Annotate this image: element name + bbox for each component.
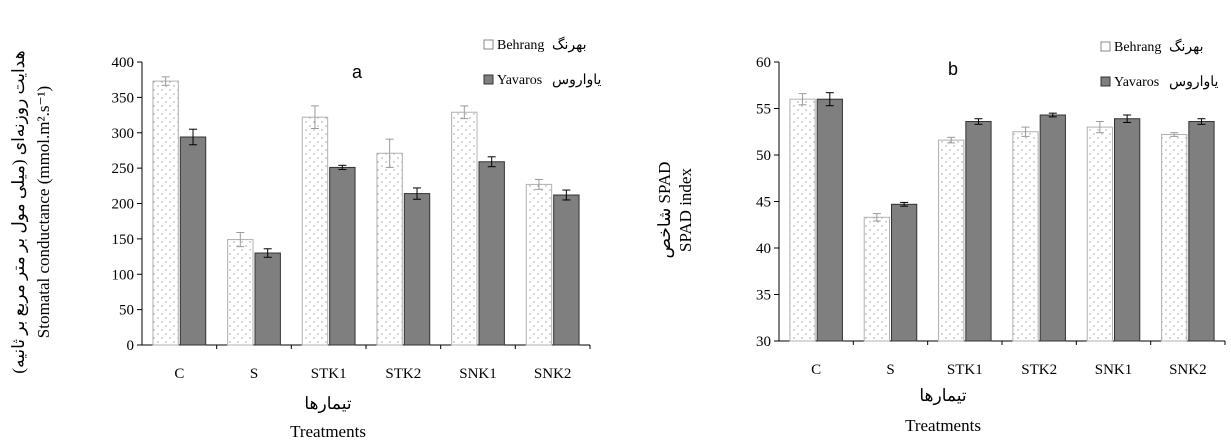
bar-yavaros-c (179, 136, 207, 346)
y-tick-label: 35 (756, 288, 771, 304)
x-tick-label: S (250, 366, 258, 382)
x-tick-label: STK1 (947, 362, 983, 378)
bar-behrang-stk2 (1012, 131, 1039, 342)
x-axis-title-fa-a: تیمارها (304, 394, 351, 414)
bar-behrang-stk1 (938, 139, 965, 342)
y-axis-title-en-b: SPAD index (676, 168, 695, 252)
panel-label-a: a (352, 62, 363, 82)
bar-yavaros-snk1 (1114, 118, 1141, 342)
x-tick-label: STK2 (385, 366, 421, 382)
legend-swatch-yavaros-b (1100, 76, 1111, 87)
x-tick-label: S (886, 362, 894, 378)
bar-behrang-snk2 (1161, 134, 1188, 342)
chart-a: a هدایت روزنه‌ای (میلی مول بر متر مربع ب… (9, 36, 602, 441)
legend-label-yavaros-en-a: Yavaros (497, 73, 542, 88)
bar-behrang-snk1 (1086, 126, 1114, 342)
y-tick-label: 60 (756, 55, 771, 71)
legend-label-behrang-en-a: Behrang (497, 38, 544, 53)
y-tick-label: 45 (756, 195, 771, 211)
bar-yavaros-snk2 (1188, 121, 1215, 342)
y-tick-label: 50 (756, 148, 771, 164)
plot-area-a: 0 50 100 150 200 250 300 350 400 C S STK1 STK2 SNK1 SN… (112, 55, 591, 382)
legend-label-yavaros-fa-a: یاواروس (552, 73, 602, 88)
y-tick-label: 0 (127, 338, 135, 354)
y-tick-label: 55 (756, 102, 771, 118)
bar-yavaros-stk1 (329, 166, 356, 346)
legend-a: Behrang بهرنگ Yavaros یاواروس (483, 36, 602, 88)
y-tick-label: 100 (112, 267, 135, 283)
x-tick-label: SNK1 (459, 366, 497, 382)
bar-yavaros-snk1 (478, 161, 505, 346)
bar-behrang-snk1 (451, 111, 478, 346)
y-tick-label: 400 (112, 55, 135, 71)
bar-yavaros-stk2 (403, 193, 431, 346)
chart-b: b شاخص SPAD SPAD index تیمارها Treatment… (655, 38, 1219, 435)
y-tick-label: 250 (112, 161, 135, 177)
x-tick-label: SNK2 (1169, 362, 1207, 378)
bar-behrang-s (863, 216, 891, 342)
x-tick-label: SNK2 (534, 366, 572, 382)
x-tick-label: STK1 (311, 366, 347, 382)
y-tick-label: 30 (756, 334, 771, 350)
y-tick-label: 350 (112, 90, 135, 106)
bar-behrang-stk2 (376, 152, 403, 346)
x-axis-title-en-b: Treatments (905, 416, 981, 435)
y-tick-label: 150 (112, 232, 135, 248)
legend-label-yavaros-en-b: Yavaros (1114, 75, 1159, 90)
plot-area-b: 30 35 40 45 50 55 60 C S STK1 STK2 SNK1 SNK2 (756, 55, 1226, 378)
x-tick-label: STK2 (1021, 362, 1057, 378)
x-axis-title-fa-b: تیمارها (919, 386, 966, 406)
legend-label-behrang-fa-a: بهرنگ (552, 36, 587, 53)
bar-behrang-s (227, 239, 254, 346)
y-tick-label: 50 (119, 303, 134, 319)
bar-yavaros-s (254, 252, 281, 346)
bar-yavaros-s (891, 203, 918, 342)
panel-label-b: b (948, 59, 958, 79)
bar-behrang-c (789, 98, 816, 342)
bar-yavaros-stk2 (1039, 114, 1066, 342)
legend-label-yavaros-fa-b: یاواروس (1169, 75, 1219, 90)
bar-yavaros-stk1 (965, 121, 992, 342)
bar-behrang-c (152, 80, 179, 346)
x-tick-label: C (811, 362, 821, 378)
y-axis-title-en-a: Stomatal conductance (mmol.m².s⁻¹) (34, 86, 53, 338)
x-axis-title-en-a: Treatments (290, 422, 366, 441)
y-axis-title-fa-a: هدایت روزنه‌ای (میلی مول بر متر مربع بر … (9, 50, 29, 373)
legend-b: Behrang بهرنگ Yavaros یاواروس (1100, 38, 1219, 90)
y-axis-title-fa-b: شاخص SPAD (655, 162, 675, 259)
legend-swatch-yavaros-a (483, 74, 494, 85)
x-tick-label: SNK1 (1095, 362, 1133, 378)
y-tick-label: 300 (112, 126, 135, 142)
bar-yavaros-snk2 (553, 194, 580, 346)
x-tick-label: C (174, 366, 184, 382)
legend-label-behrang-en-b: Behrang (1114, 40, 1161, 55)
legend-swatch-behrang-b (1100, 41, 1111, 52)
legend-label-behrang-fa-b: بهرنگ (1169, 38, 1204, 55)
legend-swatch-behrang-a (483, 39, 494, 50)
y-tick-label: 200 (112, 197, 135, 213)
bar-yavaros-c (816, 98, 843, 342)
y-tick-label: 40 (756, 241, 771, 257)
bar-behrang-stk1 (301, 116, 329, 346)
bar-behrang-snk2 (525, 183, 553, 346)
